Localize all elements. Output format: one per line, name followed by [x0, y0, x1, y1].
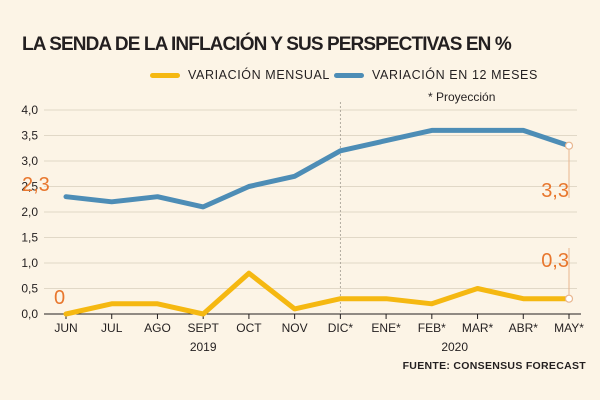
- year-label: 2019: [190, 340, 217, 354]
- x-tick-label: ABR*: [509, 321, 539, 335]
- end-point-monthly: [564, 294, 574, 303]
- x-axis-ticks: JUN JUL AGO SEPT OCT NOV DIC* ENE* FEB* MAR* ABR* M…: [54, 314, 584, 335]
- x-tick-label: MAY*: [554, 321, 584, 335]
- y-axis-ticks: 0,0 0,5 1,0 1,5 2,0 2,5 3,0 3,5 4,0: [21, 103, 38, 321]
- x-tick-label: OCT: [236, 321, 262, 335]
- gridlines: [44, 109, 577, 289]
- x-tick-label: JUL: [101, 321, 123, 335]
- year-label: 2020: [441, 340, 468, 354]
- end-point-12m: [564, 141, 574, 150]
- y-tick-label: 2,5: [21, 180, 38, 194]
- legend-label-monthly: VARIACIÓN MENSUAL: [188, 68, 330, 82]
- callout-start-monthly: 0: [54, 287, 65, 309]
- y-tick-label: 3,5: [21, 129, 38, 143]
- y-tick-label: 2,0: [21, 205, 38, 219]
- source-note: FUENTE: CONSENSUS FORECAST: [402, 360, 586, 372]
- y-tick-label: 0,0: [21, 307, 38, 321]
- projection-note: * Proyección: [428, 90, 496, 104]
- x-tick-label: JUN: [54, 321, 77, 335]
- y-tick-label: 1,0: [21, 256, 38, 270]
- y-tick-label: 3,0: [21, 154, 38, 168]
- x-tick-label: FEB*: [418, 321, 446, 335]
- callouts: 2,3 0 3,3 0,3: [22, 141, 574, 309]
- chart-title: LA SENDA DE LA INFLACIÓN Y SUS PERSPECTI…: [22, 34, 512, 55]
- y-tick-label: 4,0: [21, 103, 38, 117]
- callout-end-monthly: 0,3: [541, 250, 569, 272]
- x-tick-label: ENE*: [371, 321, 401, 335]
- callout-start-12m: 2,3: [22, 174, 50, 196]
- x-tick-label: NOV: [282, 321, 308, 335]
- legend-item-monthly: VARIACIÓN MENSUAL: [150, 68, 330, 82]
- legend-swatch-monthly: [150, 72, 180, 78]
- legend-item-12m: VARIACIÓN EN 12 MESES: [334, 68, 538, 82]
- series-line-monthly: [63, 270, 572, 317]
- series-lines: [63, 127, 572, 317]
- series-line-12m: [63, 127, 572, 210]
- x-tick-label: MAR*: [462, 321, 494, 335]
- x-tick-label: DIC*: [328, 321, 354, 335]
- legend-swatch-12m: [334, 72, 364, 78]
- y-tick-label: 0,5: [21, 282, 38, 296]
- callout-end-12m: 3,3: [541, 180, 569, 202]
- y-tick-label: 1,5: [21, 231, 38, 245]
- x-tick-label: SEPT: [188, 321, 220, 335]
- legend-label-12m: VARIACIÓN EN 12 MESES: [372, 68, 538, 82]
- year-labels: 2019 2020: [190, 340, 469, 354]
- x-tick-label: AGO: [144, 321, 171, 335]
